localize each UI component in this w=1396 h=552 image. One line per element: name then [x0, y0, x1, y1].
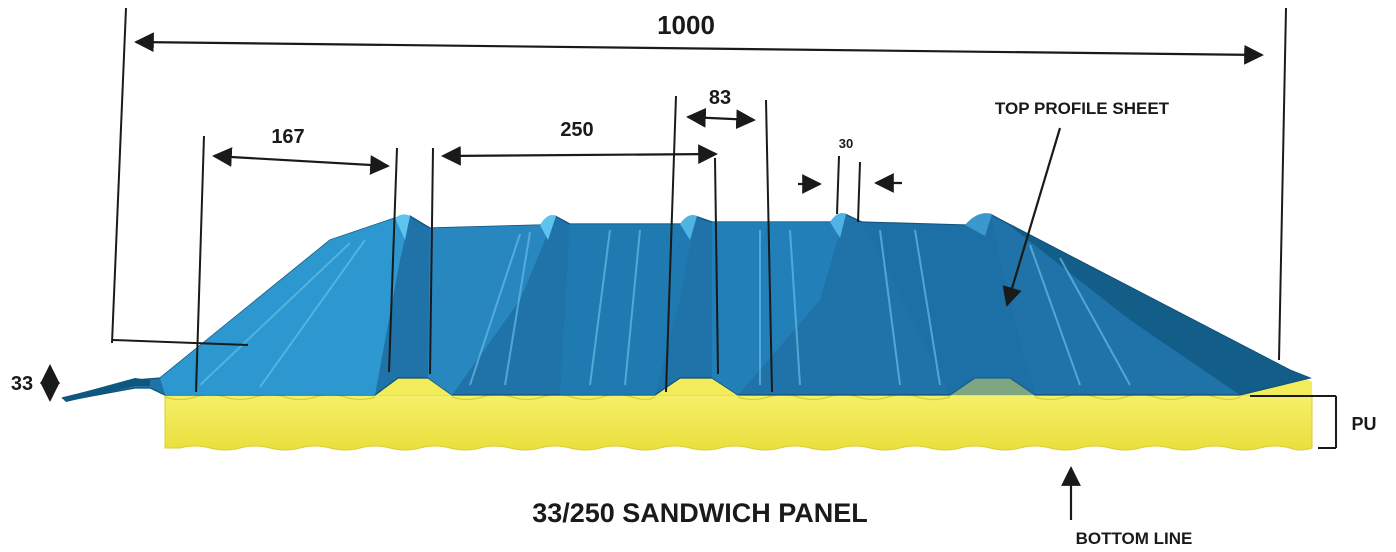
dim-167: 167: [271, 126, 304, 148]
arrow-250: [441, 144, 718, 166]
arrow-top-profile: [1002, 127, 1062, 307]
top-profile-sheet: [61, 213, 1312, 402]
label-pu: PU: [1351, 414, 1376, 434]
arrow-167: [212, 147, 390, 175]
arrow-83: [686, 107, 756, 130]
dim-250: 250: [560, 119, 593, 141]
dim-83: 83: [709, 87, 731, 109]
arrow-1000: [134, 32, 1264, 65]
diagram-title: 33/250 SANDWICH PANEL: [532, 498, 868, 528]
dim-33: 33: [11, 373, 33, 395]
dim-1000: 1000: [657, 10, 715, 40]
dim-30: 30: [839, 136, 853, 151]
label-top-profile-sheet: TOP PROFILE SHEET: [995, 99, 1170, 118]
extension-lines: [111, 7, 1337, 449]
label-bottom-line: BOTTOM LINE: [1076, 529, 1193, 548]
dimension-arrows: [40, 32, 1264, 520]
